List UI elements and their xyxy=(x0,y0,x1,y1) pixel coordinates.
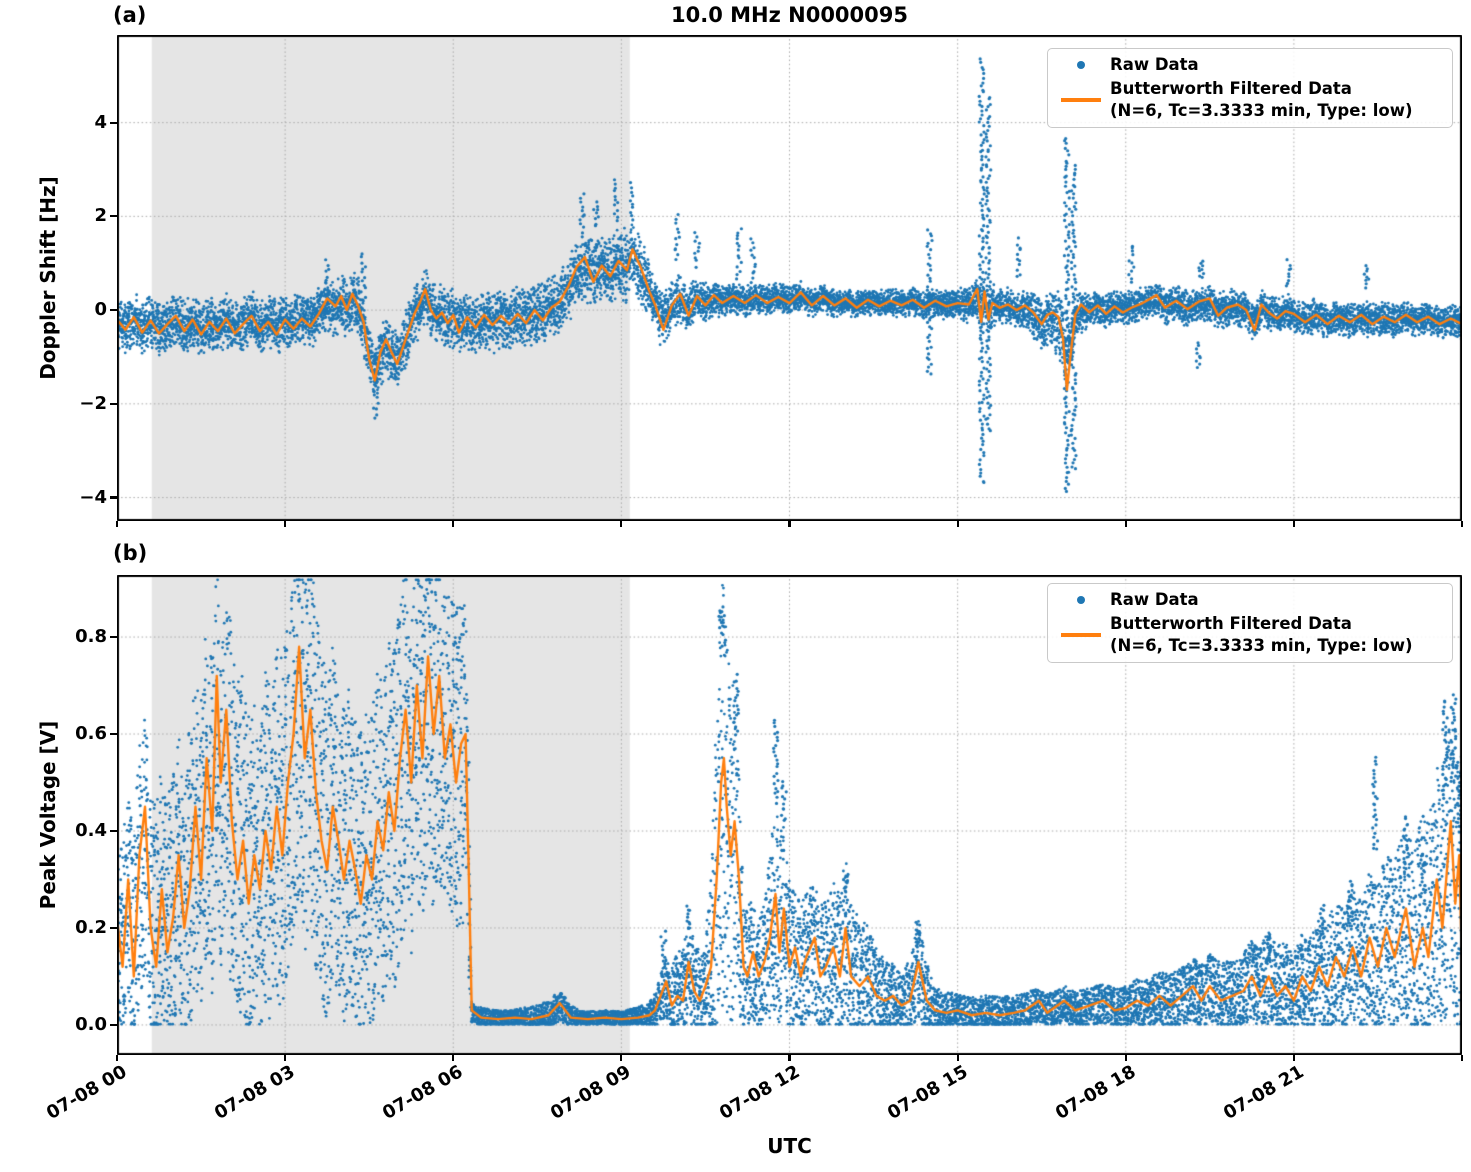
x-tick-mark xyxy=(620,521,623,527)
x-tick-mark xyxy=(1292,521,1295,527)
legend-filtered-label: Butterworth Filtered Data (N=6, Tc=3.333… xyxy=(1110,613,1413,656)
x-tick-mark xyxy=(1124,521,1127,527)
x-tick-mark xyxy=(452,521,455,527)
filtered-line-icon xyxy=(1052,98,1110,102)
legend-filtered-line2: (N=6, Tc=3.3333 min, Type: low) xyxy=(1110,635,1413,655)
legend-filtered-line1: Butterworth Filtered Data xyxy=(1110,614,1352,634)
x-tick-label: 07-08 18 xyxy=(1051,1061,1140,1124)
y-tick-mark xyxy=(110,926,117,930)
x-tick-label: 07-08 00 xyxy=(43,1061,131,1124)
y-tick-label: 0.0 xyxy=(75,1013,107,1035)
x-tick-label: 07-08 12 xyxy=(715,1061,803,1124)
panel-b-label: (b) xyxy=(113,541,148,565)
legend-raw-entry: Raw Data xyxy=(1052,589,1442,610)
legend-raw-label: Raw Data xyxy=(1110,590,1199,609)
y-tick-mark xyxy=(110,1023,117,1027)
raw-data-dot-icon xyxy=(1052,595,1110,604)
x-tick-label: 07-08 15 xyxy=(883,1061,972,1124)
y-tick-mark xyxy=(110,829,117,833)
y-tick-mark xyxy=(110,635,117,639)
filtered-line-icon xyxy=(1052,633,1110,637)
y-tick-label: 0 xyxy=(94,299,107,321)
panel-a-legend: Raw Data Butterworth Filtered Data (N=6,… xyxy=(1047,48,1453,129)
y-tick-mark xyxy=(110,121,117,124)
legend-raw-label: Raw Data xyxy=(1110,55,1199,74)
y-tick-label: −2 xyxy=(79,392,107,414)
y-tick-label: 4 xyxy=(94,111,107,133)
x-tick-label: 07-08 06 xyxy=(379,1061,467,1124)
y-tick-mark xyxy=(110,496,117,499)
legend-filtered-line1: Butterworth Filtered Data xyxy=(1110,79,1352,99)
x-tick-mark xyxy=(284,1055,287,1061)
legend-filtered-entry: Butterworth Filtered Data (N=6, Tc=3.333… xyxy=(1052,78,1442,121)
figure-title: 10.0 MHz N0000095 xyxy=(671,3,908,27)
x-tick-mark xyxy=(452,1055,455,1061)
panel-b-ylabel: Peak Voltage [V] xyxy=(36,720,60,910)
x-tick-mark xyxy=(1292,1055,1295,1061)
x-tick-mark xyxy=(1460,521,1464,527)
y-tick-label: 0.2 xyxy=(75,916,107,938)
y-tick-mark xyxy=(110,309,117,312)
x-tick-label: 07-08 21 xyxy=(1219,1061,1308,1124)
y-tick-mark xyxy=(110,732,117,736)
y-tick-label: 0.8 xyxy=(75,626,107,648)
y-tick-mark xyxy=(110,215,117,218)
x-tick-label: 07-08 09 xyxy=(547,1061,635,1124)
x-tick-mark xyxy=(620,1055,623,1061)
legend-filtered-line2: (N=6, Tc=3.3333 min, Type: low) xyxy=(1110,100,1413,120)
y-tick-label: 0.4 xyxy=(75,820,107,841)
panel-b-legend: Raw Data Butterworth Filtered Data (N=6,… xyxy=(1047,583,1453,664)
legend-raw-entry: Raw Data xyxy=(1052,54,1442,75)
x-tick-mark xyxy=(956,521,959,527)
raw-data-dot-icon xyxy=(1052,60,1110,69)
legend-filtered-label: Butterworth Filtered Data (N=6, Tc=3.333… xyxy=(1110,78,1413,121)
y-tick-label: 0.6 xyxy=(75,723,107,745)
y-tick-mark xyxy=(110,402,117,405)
x-tick-mark xyxy=(956,1055,959,1061)
x-tick-mark xyxy=(115,1055,119,1061)
x-tick-mark xyxy=(788,1055,791,1061)
x-axis-label: UTC xyxy=(767,1134,812,1158)
y-tick-label: −4 xyxy=(79,486,107,508)
legend-filtered-entry: Butterworth Filtered Data (N=6, Tc=3.333… xyxy=(1052,613,1442,656)
x-tick-label: 07-08 03 xyxy=(211,1061,299,1124)
y-tick-label: 2 xyxy=(94,205,107,227)
x-tick-mark xyxy=(1124,1055,1127,1061)
x-tick-mark xyxy=(1460,1055,1464,1061)
x-tick-mark xyxy=(284,521,287,527)
x-tick-mark xyxy=(788,521,791,527)
x-tick-mark xyxy=(115,521,119,527)
panel-a-label: (a) xyxy=(113,3,147,27)
